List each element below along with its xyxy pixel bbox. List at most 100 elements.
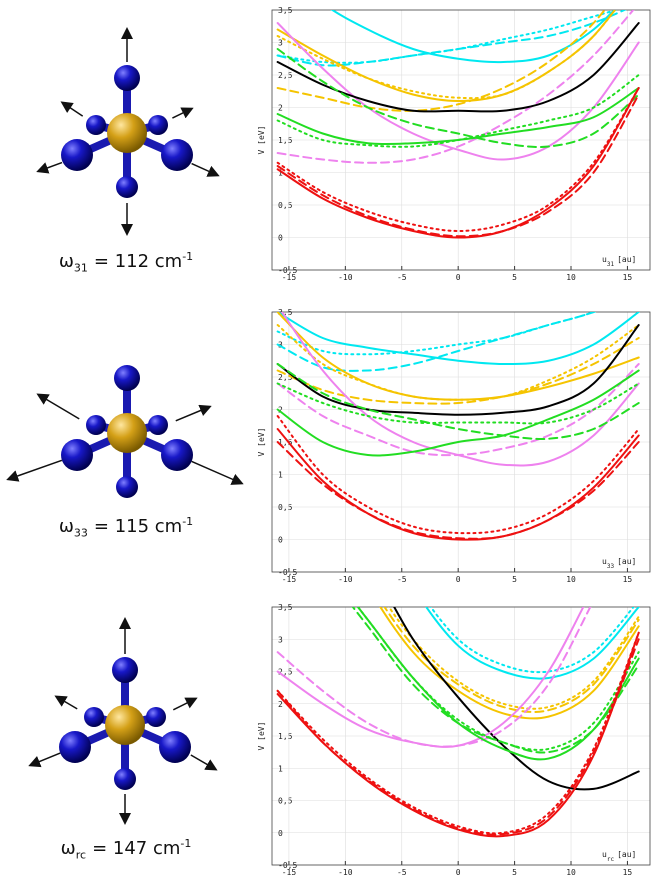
molecule: [9, 365, 241, 498]
figure: -0,500,511,522,533,5-15-10-5051015V [eV]…: [0, 0, 652, 879]
caption-sub: 33: [74, 527, 88, 540]
atom: [86, 115, 106, 135]
atom: [61, 139, 93, 171]
x-tick-label: 10: [566, 868, 576, 877]
y-tick-label: 2,5: [278, 71, 293, 80]
atom: [114, 768, 136, 790]
y-tick-label: 1: [278, 764, 283, 773]
caption-text: = 112 cm: [94, 251, 182, 272]
chart: -0,500,511,522,533,5-15-10-5051015V [eV]…: [0, 0, 652, 879]
center-atom: [107, 113, 147, 153]
molecule: [39, 30, 217, 233]
x-tick-label: 0: [456, 868, 461, 877]
x-axis-label-unit: [au]: [617, 850, 636, 859]
x-tick-label: -10: [338, 273, 353, 282]
x-tick-label: -15: [282, 575, 297, 584]
y-tick-label: 0: [278, 536, 283, 545]
atom: [159, 731, 191, 763]
arrow: [57, 697, 77, 709]
x-axis-label: u31[au]: [602, 255, 636, 268]
center-atom: [107, 413, 147, 453]
y-tick-label: 1,5: [278, 136, 293, 145]
caption-symbol: ω: [61, 838, 76, 859]
y-tick-label: 3: [278, 635, 283, 644]
caption-text: = 115 cm: [94, 516, 182, 537]
arrow: [39, 163, 62, 171]
atom: [112, 657, 138, 683]
atom: [114, 365, 140, 391]
atom: [161, 139, 193, 171]
x-axis-label-sub: 33: [607, 563, 615, 570]
caption-sub: rc: [76, 849, 86, 862]
arrow: [172, 109, 191, 118]
atom: [146, 707, 166, 727]
caption-sup: -1: [180, 837, 191, 850]
atom: [148, 115, 168, 135]
atom: [116, 176, 138, 198]
y-axis-label: V [eV]: [257, 428, 266, 457]
caption-sup: -1: [182, 515, 193, 528]
y-axis-label: V [eV]: [257, 722, 266, 751]
caption-sub: 31: [74, 262, 88, 275]
x-tick-label: 5: [512, 273, 517, 282]
y-tick-label: 2,5: [278, 668, 293, 677]
atom: [84, 707, 104, 727]
arrow: [63, 103, 83, 116]
y-tick-label: 1: [278, 471, 283, 480]
x-tick-label: 5: [512, 868, 517, 877]
x-axis-label-sub: rc: [607, 856, 615, 863]
y-tick-label: 3,5: [278, 6, 293, 15]
y-tick-label: 0: [278, 234, 283, 243]
atom: [86, 415, 106, 435]
arrow: [9, 460, 62, 479]
y-tick-label: 3: [278, 39, 283, 48]
y-tick-label: 2: [278, 700, 283, 709]
caption: ωrc = 147 cm-1: [0, 837, 252, 862]
arrow: [191, 755, 215, 769]
atom: [114, 65, 140, 91]
y-tick-label: 0,5: [278, 503, 293, 512]
x-axis-label-unit: [au]: [617, 557, 636, 566]
x-tick-label: -15: [282, 273, 297, 282]
x-tick-label: -5: [397, 868, 407, 877]
arrow: [31, 753, 60, 765]
arrow: [173, 699, 195, 710]
arrow: [176, 407, 209, 421]
y-tick-label: 0: [278, 829, 283, 838]
y-axis-label: V [eV]: [257, 126, 266, 155]
y-tick-label: 0,5: [278, 201, 293, 210]
atom: [161, 439, 193, 471]
x-tick-label: 10: [566, 575, 576, 584]
caption: ω31 = 112 cm-1: [0, 250, 252, 275]
caption-text: = 147 cm: [92, 838, 180, 859]
x-tick-label: -10: [338, 575, 353, 584]
caption-sup: -1: [182, 250, 193, 263]
y-tick-label: 3,5: [278, 603, 293, 612]
atom: [116, 476, 138, 498]
x-tick-label: -5: [397, 575, 407, 584]
x-tick-label: 5: [512, 575, 517, 584]
x-tick-label: 15: [623, 868, 633, 877]
x-axis-label: urc[au]: [602, 850, 636, 863]
x-axis-label: u33[au]: [602, 557, 636, 570]
atom: [59, 731, 91, 763]
molecule: [31, 620, 215, 822]
x-tick-label: -5: [397, 273, 407, 282]
x-tick-label: -15: [282, 868, 297, 877]
y-tick-label: 1,5: [278, 732, 293, 741]
x-tick-label: 15: [623, 575, 633, 584]
center-atom: [105, 705, 145, 745]
atom: [148, 415, 168, 435]
caption: ω33= 115 cm-1: [0, 515, 252, 540]
x-tick-label: -10: [338, 868, 353, 877]
arrow: [192, 164, 217, 175]
caption-symbol: ω: [59, 251, 74, 272]
x-axis-label-sub: 31: [607, 261, 615, 268]
arrow: [192, 461, 241, 483]
y-tick-label: 2: [278, 104, 283, 113]
x-tick-label: 0: [456, 575, 461, 584]
x-tick-label: 0: [456, 273, 461, 282]
atom: [61, 439, 93, 471]
y-tick-label: 0,5: [278, 797, 293, 806]
x-tick-label: 15: [623, 273, 633, 282]
